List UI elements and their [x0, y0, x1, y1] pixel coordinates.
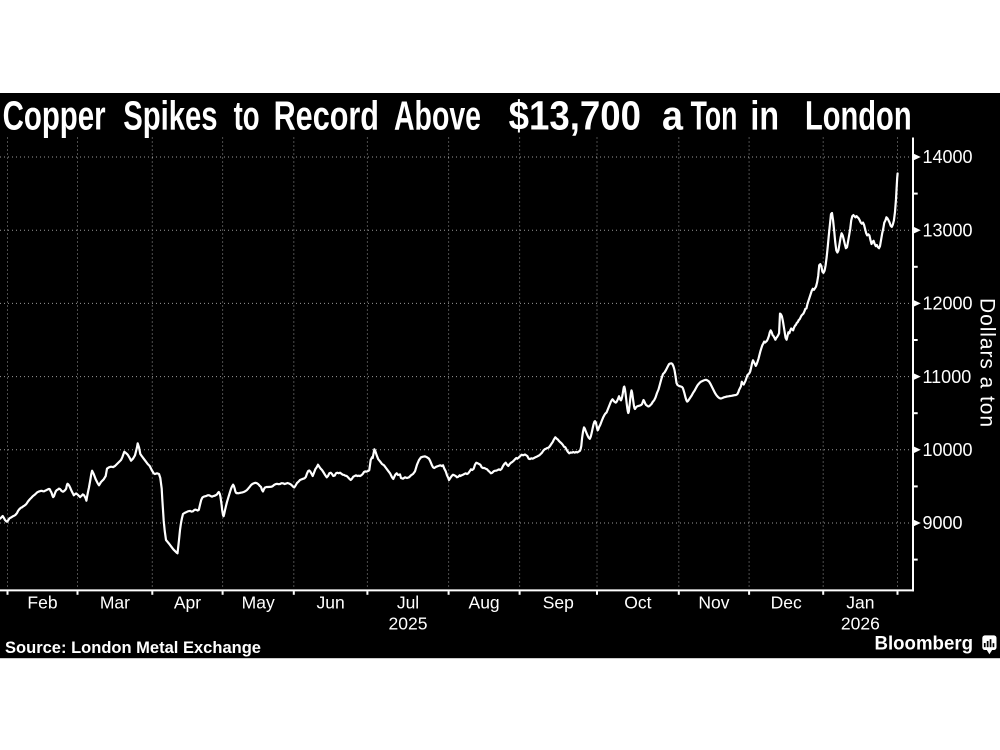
svg-text:9000: 9000 — [923, 513, 963, 533]
svg-text:Spikes: Spikes — [123, 93, 217, 139]
svg-text:in: in — [750, 93, 779, 139]
svg-text:Oct: Oct — [624, 593, 651, 613]
svg-text:10000: 10000 — [923, 440, 973, 460]
svg-text:Ton: Ton — [691, 93, 738, 139]
svg-text:11000: 11000 — [923, 367, 972, 387]
svg-text:May: May — [242, 593, 275, 613]
svg-text:2026: 2026 — [841, 614, 880, 634]
svg-text:London: London — [805, 93, 912, 139]
svg-text:Bloomberg: Bloomberg — [875, 633, 974, 655]
svg-text:Apr: Apr — [174, 593, 201, 613]
svg-text:$13,700: $13,700 — [509, 93, 641, 139]
svg-text:Mar: Mar — [100, 593, 130, 613]
svg-text:13000: 13000 — [923, 220, 973, 240]
svg-text:to: to — [234, 93, 260, 139]
svg-text:Feb: Feb — [27, 593, 57, 613]
svg-text:12000: 12000 — [923, 294, 973, 314]
svg-text:Source: London Metal Exchange: Source: London Metal Exchange — [5, 638, 261, 657]
svg-text:Jan: Jan — [846, 593, 874, 613]
svg-text:Jun: Jun — [316, 593, 344, 613]
svg-text:Dec: Dec — [771, 593, 802, 613]
svg-text:Record: Record — [274, 93, 379, 139]
svg-text:14000: 14000 — [923, 147, 973, 167]
svg-text:Dollars a ton: Dollars a ton — [976, 298, 999, 427]
svg-text:Jul: Jul — [397, 593, 419, 613]
svg-text:Copper: Copper — [3, 93, 106, 139]
svg-text:Sep: Sep — [543, 593, 574, 613]
svg-text:a: a — [662, 93, 684, 139]
svg-text:Nov: Nov — [698, 593, 729, 613]
svg-text:Above: Above — [394, 93, 481, 139]
svg-text:2025: 2025 — [389, 614, 428, 634]
svg-text:Aug: Aug — [469, 593, 500, 613]
